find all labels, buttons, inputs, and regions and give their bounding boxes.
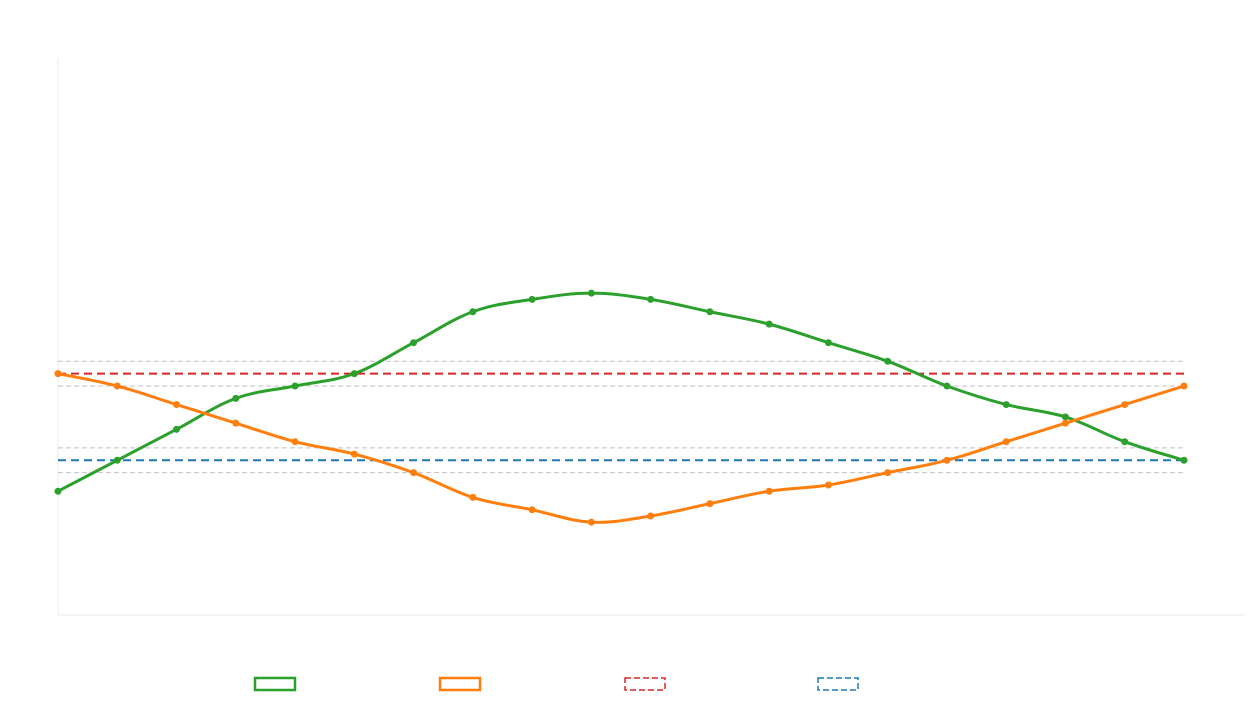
reference-bands	[58, 360, 1184, 474]
legend-swatch-series-1	[253, 676, 297, 692]
series-1-point-12	[706, 308, 714, 316]
axes	[57, 58, 1245, 616]
series-1-point-7	[410, 339, 418, 347]
legend-item-reference-1	[624, 677, 666, 691]
legend-item-series-1	[253, 676, 297, 692]
series-2-point-10	[587, 518, 595, 526]
series-2-point-2	[113, 382, 121, 390]
series-2-point-6	[350, 450, 358, 458]
series-1-point-14	[824, 339, 832, 347]
series-1-point-13	[765, 320, 773, 328]
series-2-point-3	[173, 401, 181, 409]
series-1-point-9	[528, 295, 536, 303]
legend-item-reference-2	[817, 677, 859, 691]
series-1-point-15	[884, 357, 892, 365]
legend-swatch-reference-1	[624, 677, 666, 691]
legend-item-series-2	[438, 676, 482, 692]
series-2-point-11	[647, 512, 655, 520]
series-2-point-15	[884, 469, 892, 477]
series-2-point-1	[54, 370, 62, 378]
reference-lines	[58, 372, 1184, 462]
series-2-point-9	[528, 506, 536, 514]
series-1-point-16	[943, 382, 951, 390]
series-1-point-6	[350, 370, 358, 378]
legend-swatch-series-2	[438, 676, 482, 692]
series-1-point-18	[1061, 413, 1069, 421]
series-2-point-18	[1061, 419, 1069, 427]
series-2-point-13	[765, 487, 773, 495]
series-2-point-14	[824, 481, 832, 489]
series-2-point-12	[706, 500, 714, 508]
series-1-point-20	[1180, 456, 1188, 464]
series-1-line	[56, 291, 1186, 493]
series-2-point-17	[1002, 438, 1010, 446]
legend	[253, 676, 859, 692]
series-2-line	[56, 372, 1186, 524]
series-1-point-5	[291, 382, 299, 390]
series-2-point-5	[291, 438, 299, 446]
series-1-point-3	[173, 425, 181, 433]
series-1-point-19	[1121, 438, 1129, 446]
legend-swatch-reference-2	[817, 677, 859, 691]
series-1-point-10	[587, 289, 595, 297]
series-2-point-8	[469, 493, 477, 501]
series-lines	[56, 291, 1186, 524]
series-1-point-17	[1002, 401, 1010, 409]
series-1-point-1	[54, 487, 62, 495]
series-1-point-4	[232, 394, 240, 402]
series-2-point-16	[943, 456, 951, 464]
series-2-point-19	[1121, 401, 1129, 409]
series-2-point-20	[1180, 382, 1188, 390]
series-1-point-11	[647, 295, 655, 303]
series-1-point-8	[469, 308, 477, 316]
series-points	[54, 289, 1188, 526]
series-2-point-4	[232, 419, 240, 427]
series-2-point-7	[410, 469, 418, 477]
series-1-point-2	[113, 456, 121, 464]
